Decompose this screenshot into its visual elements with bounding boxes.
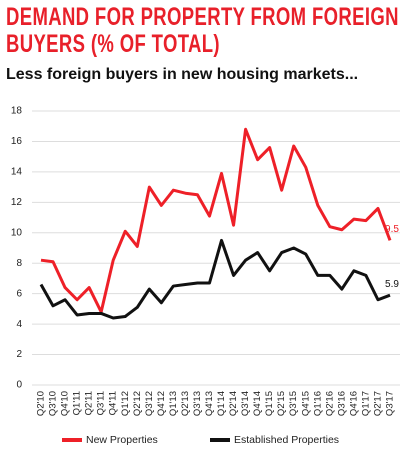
line-series <box>39 238 391 320</box>
x-tick-label: Q3'14 <box>240 391 251 416</box>
x-tick-label: Q1'15 <box>264 391 275 416</box>
legend-label: Established Properties <box>234 434 339 446</box>
chart-title: DEMAND FOR PROPERTY FROM FOREIGN BUYERS … <box>6 3 399 58</box>
line-series <box>40 127 392 314</box>
chart-subtitle: Less foreign buyers in new housing marke… <box>6 66 359 83</box>
x-tick-label: Q3'13 <box>192 391 203 416</box>
x-tick-label: Q1'11 <box>72 391 83 415</box>
x-tick-label: Q1'12 <box>120 391 131 416</box>
x-tick-label: Q2'16 <box>324 391 335 416</box>
y-tick-label: 6 <box>16 288 22 299</box>
x-tick-label: Q3'10 <box>48 391 59 416</box>
x-tick-label: Q3'16 <box>336 391 347 416</box>
y-tick-label: 8 <box>16 258 22 269</box>
x-tick-label: Q1'16 <box>312 391 323 416</box>
x-tick-label: Q2'13 <box>180 391 191 416</box>
legend-label: New Properties <box>86 434 158 446</box>
x-tick-label: Q2'12 <box>132 391 143 416</box>
y-tick-label: 18 <box>11 106 23 117</box>
y-tick-label: 10 <box>11 227 23 238</box>
y-tick-label: 0 <box>16 380 22 391</box>
x-tick-label: Q4'12 <box>156 391 167 416</box>
x-tick-label: Q2'15 <box>276 391 287 416</box>
x-tick-label: Q2'14 <box>228 391 239 416</box>
x-tick-label: Q1'14 <box>216 391 227 416</box>
y-tick-label: 12 <box>11 197 23 208</box>
y-tick-label: 16 <box>11 136 23 147</box>
x-tick-label: Q4'16 <box>348 391 359 416</box>
x-tick-label: Q4'11 <box>108 391 119 415</box>
x-tick-label: Q3'15 <box>288 391 299 416</box>
x-tick-label: Q4'13 <box>204 391 215 416</box>
x-tick-label: Q4'10 <box>60 391 71 416</box>
y-tick-label: 14 <box>11 167 23 178</box>
y-tick-label: 2 <box>16 349 22 360</box>
x-tick-label: Q2'17 <box>372 391 383 416</box>
x-tick-label: Q2'10 <box>36 391 47 416</box>
x-tick-label: Q4'15 <box>300 391 311 416</box>
x-tick-label: Q1'13 <box>168 391 179 416</box>
x-tick-label: Q4'14 <box>252 391 263 416</box>
x-tick-label: Q1'17 <box>360 391 371 416</box>
x-tick-label: Q3'17 <box>385 391 396 416</box>
y-tick-label: 4 <box>16 319 22 330</box>
x-tick-label: Q2'11 <box>84 391 95 415</box>
data-label: 9.5 <box>385 224 399 235</box>
x-tick-label: Q3'12 <box>144 391 155 416</box>
data-label: 5.9 <box>385 279 399 290</box>
x-tick-label: Q3'11 <box>96 391 107 415</box>
